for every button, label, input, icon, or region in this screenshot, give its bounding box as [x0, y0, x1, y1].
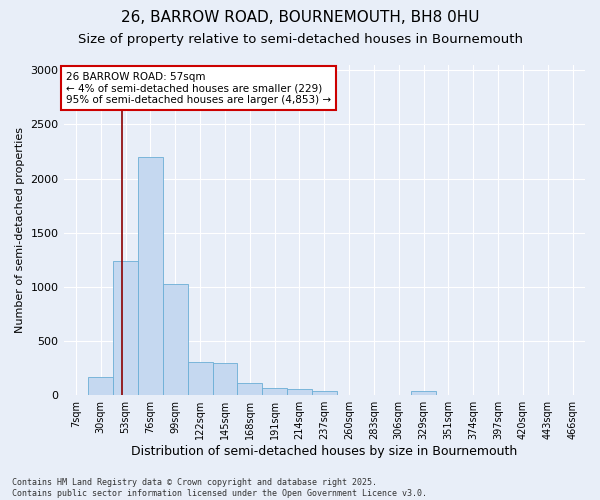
- Bar: [138, 157, 163, 394]
- Text: 26, BARROW ROAD, BOURNEMOUTH, BH8 0HU: 26, BARROW ROAD, BOURNEMOUTH, BH8 0HU: [121, 10, 479, 25]
- Text: Contains HM Land Registry data © Crown copyright and database right 2025.
Contai: Contains HM Land Registry data © Crown c…: [12, 478, 427, 498]
- Bar: [262, 388, 287, 394]
- Y-axis label: Number of semi-detached properties: Number of semi-detached properties: [15, 127, 25, 333]
- Text: Size of property relative to semi-detached houses in Bournemouth: Size of property relative to semi-detach…: [77, 32, 523, 46]
- Bar: [312, 391, 337, 394]
- Bar: [88, 378, 113, 394]
- Bar: [163, 284, 188, 395]
- Bar: [287, 390, 312, 394]
- Bar: [238, 383, 262, 394]
- Bar: [188, 362, 212, 394]
- Bar: [411, 392, 436, 394]
- Bar: [113, 260, 138, 394]
- Bar: [212, 363, 238, 394]
- X-axis label: Distribution of semi-detached houses by size in Bournemouth: Distribution of semi-detached houses by …: [131, 444, 517, 458]
- Text: 26 BARROW ROAD: 57sqm
← 4% of semi-detached houses are smaller (229)
95% of semi: 26 BARROW ROAD: 57sqm ← 4% of semi-detac…: [66, 72, 331, 105]
